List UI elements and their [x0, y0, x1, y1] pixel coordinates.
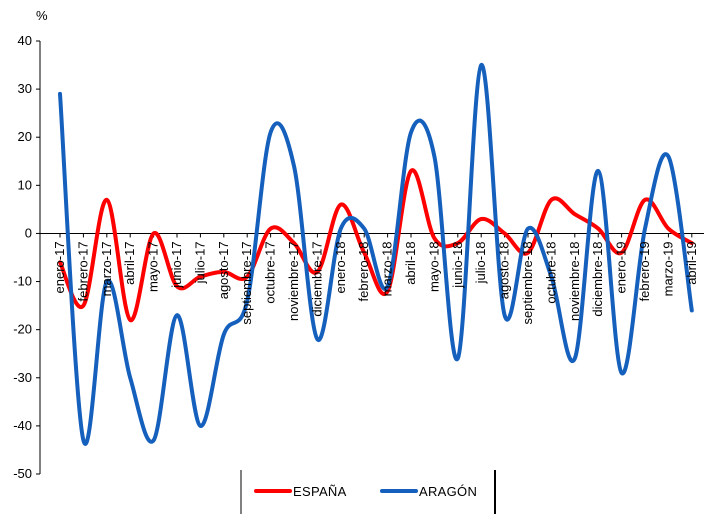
- x-tick-label: noviembre-18: [567, 241, 582, 321]
- y-tick-label: 40: [18, 33, 32, 48]
- x-tick-label: junio-17: [169, 241, 184, 288]
- x-tick-label: abril-19: [684, 241, 699, 284]
- x-tick-label: agosto-18: [497, 241, 512, 299]
- axes: 40 30 20 10 0 -10 -20 -30 -40 -50%: [13, 8, 704, 481]
- x-tick-label: abril-17: [122, 241, 137, 284]
- x-tick-label: julio-17: [192, 241, 207, 284]
- legend-label-aragon: ARAGÓN: [419, 484, 477, 499]
- x-tick-label: mayo-17: [146, 241, 161, 292]
- x-tick-labels: enero-17 febrero-17 marzo-17 abril-17 mayo-1…: [52, 241, 699, 324]
- x-tick-label: marzo-19: [660, 241, 675, 296]
- x-tick-label: junio-18: [450, 241, 465, 288]
- y-tick-label: 20: [18, 129, 32, 144]
- x-tick-label: mayo-18: [426, 241, 441, 292]
- x-tick-label: febrero-17: [75, 241, 90, 301]
- x-tick-label: febrero-19: [637, 241, 652, 301]
- y-tick-label: -10: [13, 274, 32, 289]
- x-tick-label: marzo-18: [380, 241, 395, 296]
- series-layer: [58, 63, 694, 446]
- x-tick-label: abril-18: [403, 241, 418, 284]
- x-tick-label: agosto-17: [216, 241, 231, 299]
- y-tick-label: -20: [13, 322, 32, 337]
- x-tick-label: enero-17: [52, 241, 67, 293]
- x-tick-label: noviembre-17: [286, 241, 301, 321]
- series-line-espana: [58, 168, 694, 323]
- x-tick-label: enero-19: [614, 241, 629, 293]
- legend: ESPAÑA ARAGÓN: [240, 470, 496, 514]
- x-tick-label: octubre-17: [263, 241, 278, 303]
- x-tick-label: diciembre-18: [590, 241, 605, 316]
- legend-label-espana: ESPAÑA: [293, 484, 347, 499]
- y-tick-label: -30: [13, 370, 32, 385]
- y-tick-label: 30: [18, 81, 32, 96]
- x-tick-label: diciembre-17: [309, 241, 324, 316]
- y-axis-unit-label: %: [36, 8, 48, 23]
- x-tick-label: marzo-17: [99, 241, 114, 296]
- y-tick-label: 10: [18, 177, 32, 192]
- x-tick-label: septiembre-17: [239, 241, 254, 324]
- x-tick-label: octubre-18: [543, 241, 558, 303]
- y-tick-label: -40: [13, 418, 32, 433]
- x-tick-label: febrero-18: [356, 241, 371, 301]
- x-tick-label: septiembre-18: [520, 241, 535, 324]
- y-tick-label: 0: [25, 225, 32, 240]
- y-tick-label: -50: [13, 466, 32, 481]
- x-tick-label: enero-18: [333, 241, 348, 293]
- series-line-aragon: [58, 63, 694, 446]
- x-tick-label: julio-18: [473, 241, 488, 284]
